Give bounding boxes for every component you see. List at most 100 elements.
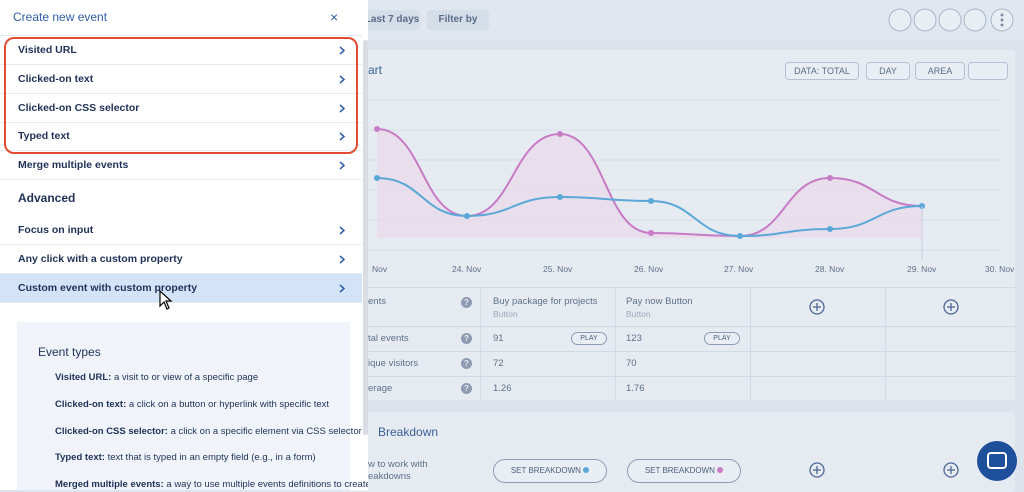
chevron [339, 46, 346, 55]
control-label: DATA: TOTAL [794, 66, 850, 76]
pink-area [377, 129, 922, 238]
event-option[interactable]: Focus on input [0, 216, 362, 245]
x-label: 24. Nov [452, 264, 482, 274]
row-divider [340, 326, 1015, 327]
close-button[interactable]: × [330, 9, 339, 25]
breakdown-label-2: eakdowns [368, 471, 411, 482]
row-label: ique visitors [368, 358, 419, 369]
help-icon: ? [461, 358, 472, 369]
row-divider [340, 351, 1015, 352]
column-divider [615, 288, 616, 400]
option-label: Custom event with custom property [18, 281, 198, 294]
entry-text: a click on a button or hyperlink with sp… [128, 398, 330, 410]
event-option[interactable]: Any click with a custom property [0, 245, 362, 274]
cell-value: 1.76 [626, 383, 645, 394]
help-icon: ? [461, 383, 472, 394]
cell-value: 91 [493, 333, 504, 344]
chevron [339, 161, 346, 170]
event-option[interactable]: Clicked-on text [0, 65, 362, 94]
advanced-title: Advanced [18, 191, 76, 205]
info-entry: Clicked-on text: a click on a button or … [55, 399, 329, 410]
chevron [339, 132, 346, 141]
option-label: Any click with a custom property [18, 252, 183, 265]
option-label: Focus on input [18, 224, 94, 236]
chart-control[interactable]: AREA [915, 62, 965, 80]
cell-value: 72 [493, 358, 504, 369]
play-label: PLAY [713, 335, 731, 342]
cell-value: 1.26 [493, 383, 512, 394]
table-divider [340, 287, 1015, 288]
set-breakdown-button[interactable]: SET BREAKDOWN [493, 459, 607, 483]
date-range-label: Last 7 days [364, 14, 420, 25]
row-label: tal events [368, 333, 409, 344]
event-option[interactable]: Visited URL [0, 36, 362, 65]
event-option[interactable]: Merge multiple events [0, 151, 362, 181]
chart-plot [360, 99, 1000, 260]
option-label: Clicked-on CSS selector [18, 101, 140, 114]
row-label: erage [368, 383, 393, 394]
info-entry: Typed text: text that is typed in an emp… [55, 452, 316, 463]
mouse-cursor [159, 290, 173, 310]
option-label: Typed text [18, 130, 70, 143]
header-divider [0, 35, 362, 36]
column-divider [885, 288, 886, 400]
info-box: Event types Visited URL: a visit to or v… [17, 322, 368, 490]
chart-title: art [368, 63, 383, 77]
entry-text: a click on a specific element via CSS se… [170, 425, 362, 437]
x-label: 29. Nov [907, 264, 937, 274]
chevron [339, 226, 346, 235]
control-label: DAY [879, 66, 897, 76]
column-name: Buy package for projects [493, 296, 598, 307]
toolbar-icons [888, 8, 1014, 32]
cell-value: 70 [626, 358, 637, 369]
row-divider [340, 376, 1015, 377]
info-entry: Merged multiple events: a way to use mul… [55, 479, 368, 490]
info-entry: Visited URL: a visit to or view of a spe… [55, 372, 258, 383]
entry-term: Clicked-on text: [55, 398, 127, 410]
set-breakdown-label: SET BREAKDOWN [644, 466, 715, 475]
entry-text: a visit to or view of a specific page [113, 372, 259, 383]
entry-text: text that is typed in an empty field (e.… [107, 452, 316, 464]
chevron [339, 255, 346, 264]
option-label: Merge multiple events [18, 159, 129, 172]
play-button[interactable]: PLAY [704, 332, 740, 345]
cell-value: 123 [626, 333, 642, 344]
info-entry: Clicked-on CSS selector: a click on a sp… [55, 426, 362, 437]
play-button[interactable]: PLAY [571, 332, 607, 345]
chevron [339, 284, 346, 293]
column-type: Button [493, 309, 518, 319]
filter-label: Filter by [438, 14, 478, 25]
event-option[interactable]: Typed text [0, 122, 362, 152]
column-divider [750, 288, 751, 400]
chart-control[interactable]: DATA: TOTAL [785, 62, 859, 80]
set-breakdown-button[interactable]: SET BREAKDOWN [627, 459, 741, 483]
entry-text: a way to use multiple events definitions… [166, 479, 368, 490]
chart-control[interactable]: DAY [866, 62, 910, 80]
breakdown-label-1: w to work with [368, 459, 428, 470]
x-label: 27. Nov [724, 264, 754, 274]
scrollbar [363, 40, 368, 435]
set-breakdown-label: SET BREAKDOWN [510, 466, 581, 475]
chevron [339, 104, 346, 113]
control-label: AREA [927, 66, 953, 76]
entry-term: Visited URL: [55, 372, 112, 383]
help-icon: ? [461, 333, 472, 344]
event-option[interactable]: Clicked-on CSS selector [0, 94, 362, 123]
pink-points [374, 126, 833, 236]
play-label: PLAY [580, 335, 598, 342]
event-option[interactable]: Custom event with custom property [0, 273, 362, 303]
export-control[interactable] [968, 62, 1008, 80]
option-label: Visited URL [18, 44, 77, 56]
panel-title: Create new event [13, 10, 108, 24]
chat-button[interactable] [975, 440, 1020, 485]
entry-term: Typed text: [55, 452, 105, 464]
column-name: Pay now Button [626, 296, 693, 307]
entry-term: Clicked-on CSS selector: [55, 425, 168, 437]
help-icon: ? [461, 297, 472, 308]
side-panel: Create new event × Visited URL Clicked-on… [0, 0, 368, 490]
x-label: 28. Nov [815, 264, 845, 274]
chevron [339, 75, 346, 84]
date-range[interactable]: Last 7 days [364, 10, 420, 30]
filter-button[interactable]: Filter by [427, 10, 489, 30]
